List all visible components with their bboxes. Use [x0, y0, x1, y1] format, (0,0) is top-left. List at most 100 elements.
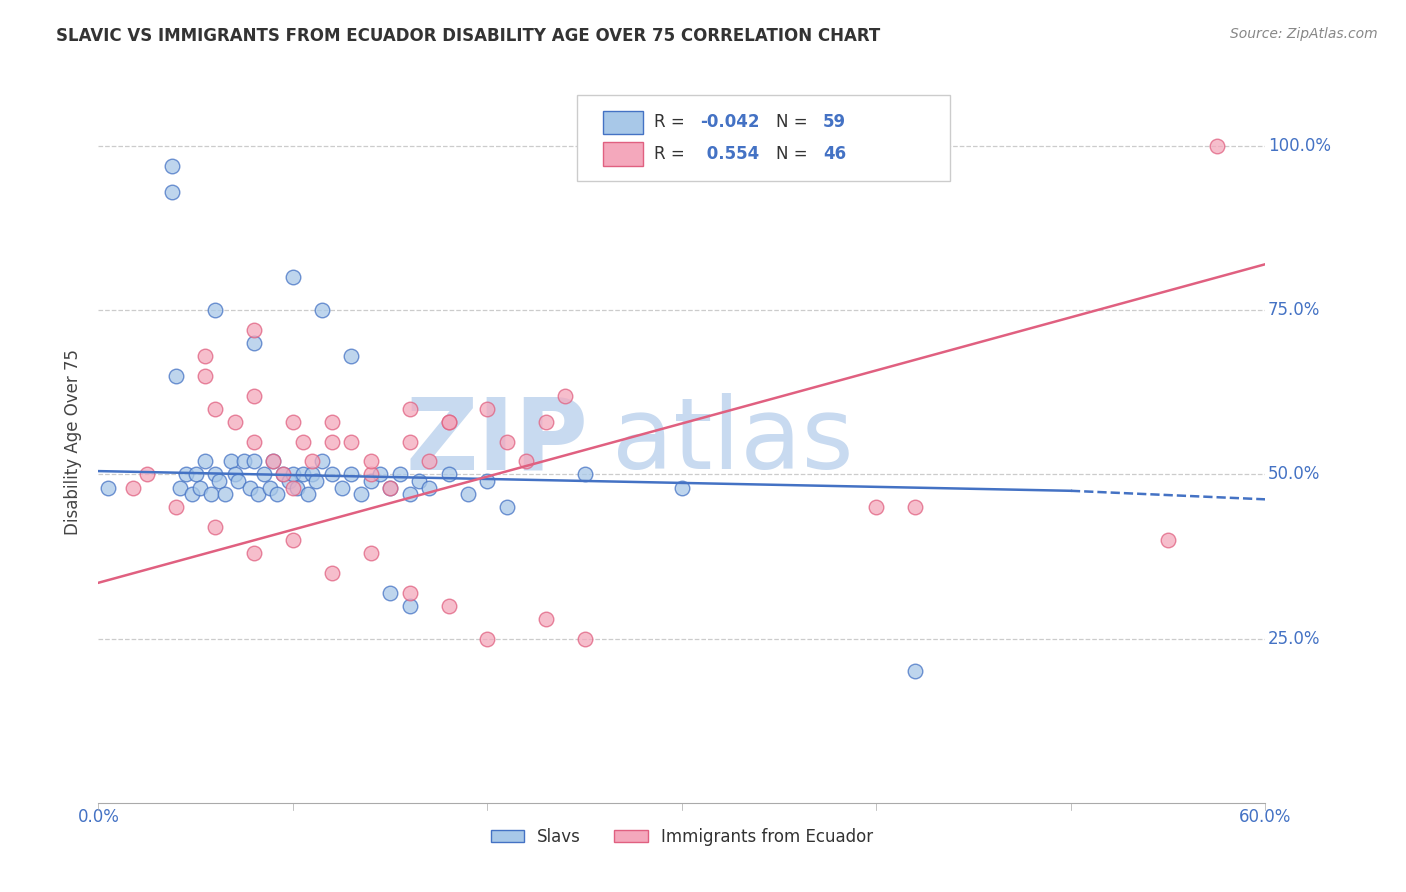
Point — [169, 481, 191, 495]
Point — [321, 415, 343, 429]
Point — [380, 585, 402, 599]
Point — [515, 454, 537, 468]
Point — [281, 533, 304, 547]
Point — [297, 487, 319, 501]
Point — [477, 474, 499, 488]
Point — [259, 481, 281, 495]
Text: 75.0%: 75.0% — [1268, 301, 1320, 319]
Text: 100.0%: 100.0% — [1268, 137, 1330, 155]
Point — [398, 487, 420, 501]
Point — [477, 401, 499, 416]
Point — [340, 349, 363, 363]
Text: 46: 46 — [823, 145, 846, 163]
Point — [321, 434, 343, 449]
Point — [97, 481, 120, 495]
Point — [534, 612, 557, 626]
Point — [184, 467, 207, 482]
Point — [165, 368, 187, 383]
FancyBboxPatch shape — [603, 111, 644, 134]
Point — [136, 467, 159, 482]
Point — [243, 336, 266, 351]
Legend: Slavs, Immigrants from Ecuador: Slavs, Immigrants from Ecuador — [484, 821, 880, 852]
Point — [204, 467, 226, 482]
Point — [224, 467, 246, 482]
Point — [380, 481, 402, 495]
Point — [904, 500, 927, 515]
Text: R =: R = — [654, 113, 690, 131]
Point — [162, 185, 184, 199]
Point — [291, 434, 314, 449]
Point — [574, 467, 596, 482]
Point — [281, 481, 304, 495]
Point — [408, 474, 430, 488]
Point — [1205, 139, 1227, 153]
Point — [388, 467, 411, 482]
Point — [437, 415, 460, 429]
Point — [477, 632, 499, 646]
Point — [239, 481, 262, 495]
Point — [301, 467, 323, 482]
Point — [278, 474, 301, 488]
Point — [219, 454, 242, 468]
Point — [496, 500, 519, 515]
Point — [180, 487, 202, 501]
Point — [360, 546, 382, 560]
Text: SLAVIC VS IMMIGRANTS FROM ECUADOR DISABILITY AGE OVER 75 CORRELATION CHART: SLAVIC VS IMMIGRANTS FROM ECUADOR DISABI… — [56, 27, 880, 45]
FancyBboxPatch shape — [603, 143, 644, 166]
Point — [330, 481, 353, 495]
Point — [214, 487, 236, 501]
Point — [418, 481, 440, 495]
Point — [360, 474, 382, 488]
Point — [437, 467, 460, 482]
Point — [370, 467, 392, 482]
Point — [291, 467, 314, 482]
Point — [174, 467, 197, 482]
Text: ZIP: ZIP — [406, 393, 589, 490]
Y-axis label: Disability Age Over 75: Disability Age Over 75 — [65, 349, 83, 534]
Point — [321, 566, 343, 580]
Point — [671, 481, 693, 495]
Text: -0.042: -0.042 — [700, 113, 761, 131]
Point — [437, 415, 460, 429]
Point — [262, 454, 284, 468]
Point — [194, 454, 217, 468]
Point — [243, 546, 266, 560]
Point — [204, 303, 226, 318]
Text: 25.0%: 25.0% — [1268, 630, 1320, 648]
Point — [360, 467, 382, 482]
Point — [496, 434, 519, 449]
Point — [271, 467, 294, 482]
Text: atlas: atlas — [612, 393, 853, 490]
Point — [437, 599, 460, 613]
Point — [398, 434, 420, 449]
Point — [162, 159, 184, 173]
Point — [281, 467, 304, 482]
Point — [340, 467, 363, 482]
Point — [233, 454, 256, 468]
Point — [122, 481, 145, 495]
Text: 0.554: 0.554 — [700, 145, 759, 163]
Text: 59: 59 — [823, 113, 846, 131]
Point — [208, 474, 231, 488]
Point — [904, 665, 927, 679]
Point — [340, 434, 363, 449]
Text: N =: N = — [776, 113, 813, 131]
Text: 50.0%: 50.0% — [1268, 466, 1320, 483]
Point — [194, 368, 217, 383]
Point — [398, 401, 420, 416]
Point — [243, 388, 266, 402]
Point — [311, 454, 333, 468]
Point — [305, 474, 328, 488]
Point — [228, 474, 250, 488]
Point — [253, 467, 276, 482]
Point — [380, 481, 402, 495]
Point — [271, 467, 294, 482]
Point — [398, 599, 420, 613]
Point — [243, 434, 266, 449]
Text: N =: N = — [776, 145, 813, 163]
Point — [554, 388, 576, 402]
Point — [360, 454, 382, 468]
Point — [194, 349, 217, 363]
Text: Source: ZipAtlas.com: Source: ZipAtlas.com — [1230, 27, 1378, 41]
Point — [418, 454, 440, 468]
